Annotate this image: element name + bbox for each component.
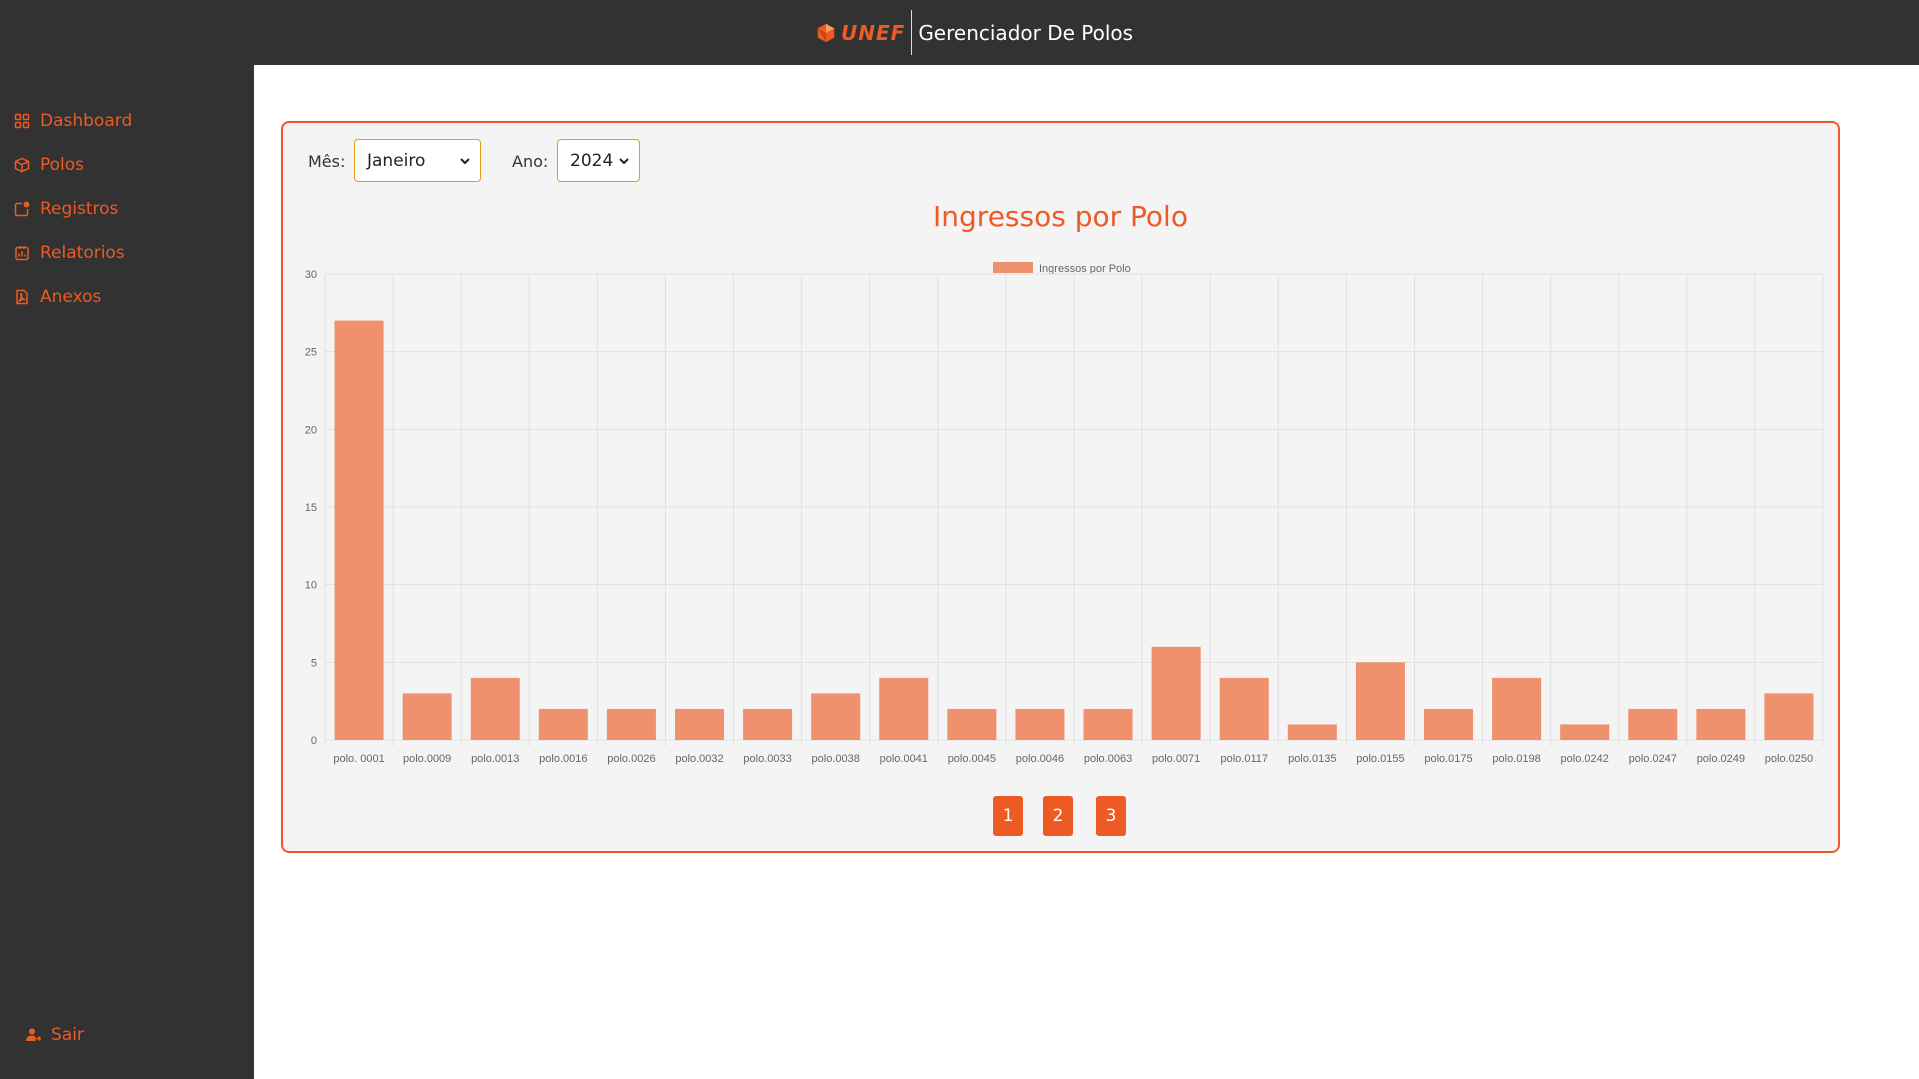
page-button-2[interactable]: 2 [1043, 796, 1073, 836]
app-title: Gerenciador De Polos [918, 20, 1134, 45]
chart-title: Ingressos por Polo [933, 200, 1188, 233]
logout-label: Sair [51, 1025, 84, 1045]
bar [1219, 677, 1269, 740]
sidebar-item-polos[interactable]: Polos [14, 152, 84, 178]
y-tick-label: 30 [305, 269, 317, 281]
x-tick-label: polo.0117 [1220, 753, 1268, 765]
x-tick-label: polo.0041 [880, 753, 928, 765]
bar [1287, 724, 1337, 740]
bar [606, 708, 656, 740]
sidebar-item-dashboard[interactable]: Dashboard [14, 108, 132, 134]
x-tick-label: polo.0009 [403, 753, 451, 765]
month-select[interactable]: Janeiro [354, 139, 481, 182]
bar [879, 677, 929, 740]
month-label: Mês: [308, 152, 346, 171]
sidebar-item-registros[interactable]: Registros [14, 196, 118, 222]
x-tick-label: polo.0033 [743, 753, 791, 765]
x-tick-label: polo.0026 [607, 753, 655, 765]
pagination: 1 2 3 [283, 796, 1838, 836]
y-tick-label: 0 [311, 735, 317, 747]
notification-icon [14, 201, 30, 217]
x-tick-label: polo.0013 [471, 753, 519, 765]
legend-swatch [993, 262, 1033, 273]
logo-text: UNEF [841, 20, 906, 45]
bar [811, 693, 861, 740]
unef-logo-icon [817, 23, 835, 42]
x-tick-label: polo.0135 [1288, 753, 1336, 765]
bar [743, 708, 793, 740]
x-tick-label: polo.0250 [1765, 753, 1813, 765]
chart-panel: Mês: Janeiro Ano: 2024 Ingressos por Pol… [281, 121, 1840, 853]
pdf-file-icon [16, 289, 28, 305]
x-tick-label: polo.0038 [812, 753, 860, 765]
bar [1492, 677, 1542, 740]
page-button-1[interactable]: 1 [993, 796, 1023, 836]
y-tick-label: 10 [305, 580, 317, 592]
year-select-value: 2024 [570, 150, 614, 171]
bar [538, 708, 588, 740]
bar [1355, 662, 1405, 740]
y-tick-label: 5 [311, 657, 317, 669]
month-select-value: Janeiro [367, 150, 426, 171]
user-logout-icon [26, 1028, 41, 1041]
y-tick-label: 20 [305, 424, 317, 436]
year-select[interactable]: 2024 [557, 139, 640, 182]
bar [1151, 646, 1201, 740]
report-icon [15, 246, 29, 261]
bar-chart: Ingressos por Polo 0 5 10 15 20 25 30 polo. 0001… [305, 262, 1824, 765]
legend-label: Ingressos por Polo [1039, 263, 1131, 275]
sidebar-item-label: Anexos [40, 287, 102, 307]
y-tick-label: 15 [305, 502, 317, 514]
logout-button[interactable]: Sair [25, 1025, 84, 1045]
x-tick-label: polo.0155 [1356, 753, 1404, 765]
sidebar: Dashboard Polos Registros Relatorios Ane… [0, 65, 254, 1079]
x-tick-label: polo.0016 [539, 753, 587, 765]
brand-divider [911, 10, 913, 55]
bar [1560, 724, 1610, 740]
x-tick-label: polo.0249 [1697, 753, 1745, 765]
sidebar-item-label: Polos [40, 155, 85, 175]
x-tick-label: polo.0198 [1492, 753, 1540, 765]
top-bar: UNEF Gerenciador De Polos [0, 0, 1919, 65]
bar [1696, 708, 1746, 740]
sidebar-item-label: Dashboard [40, 111, 133, 131]
sidebar-item-anexos[interactable]: Anexos [14, 284, 101, 310]
year-label: Ano: [512, 152, 549, 171]
box-icon [14, 157, 30, 173]
bar [1015, 708, 1065, 740]
page-button-3[interactable]: 3 [1096, 796, 1126, 836]
x-tick-label: polo.0242 [1561, 753, 1609, 765]
x-tick-label: polo.0175 [1424, 753, 1472, 765]
x-tick-label: polo. 0001 [333, 753, 384, 765]
sidebar-item-relatorios[interactable]: Relatorios [14, 240, 125, 266]
bar [1764, 693, 1814, 740]
x-tick-label: polo.0032 [675, 753, 723, 765]
y-tick-label: 25 [305, 347, 317, 359]
bar [1628, 708, 1678, 740]
bar [470, 677, 520, 740]
bar [1083, 708, 1133, 740]
sidebar-item-label: Registros [40, 199, 119, 219]
bar [402, 693, 452, 740]
sidebar-item-label: Relatorios [40, 243, 125, 263]
bar [947, 708, 997, 740]
x-tick-label: polo.0063 [1084, 753, 1132, 765]
chevron-down-icon [460, 158, 470, 165]
grid-icon [14, 113, 30, 129]
brand: UNEF Gerenciador De Polos [815, 10, 1133, 55]
bar [674, 708, 725, 740]
chevron-down-icon [619, 158, 629, 165]
x-tick-label: polo.0045 [948, 753, 996, 765]
x-tick-label: polo.0247 [1629, 753, 1677, 765]
x-tick-label: polo.0071 [1152, 753, 1200, 765]
bar [1423, 708, 1474, 740]
x-tick-label: polo.0046 [1016, 753, 1064, 765]
bar [334, 320, 384, 740]
